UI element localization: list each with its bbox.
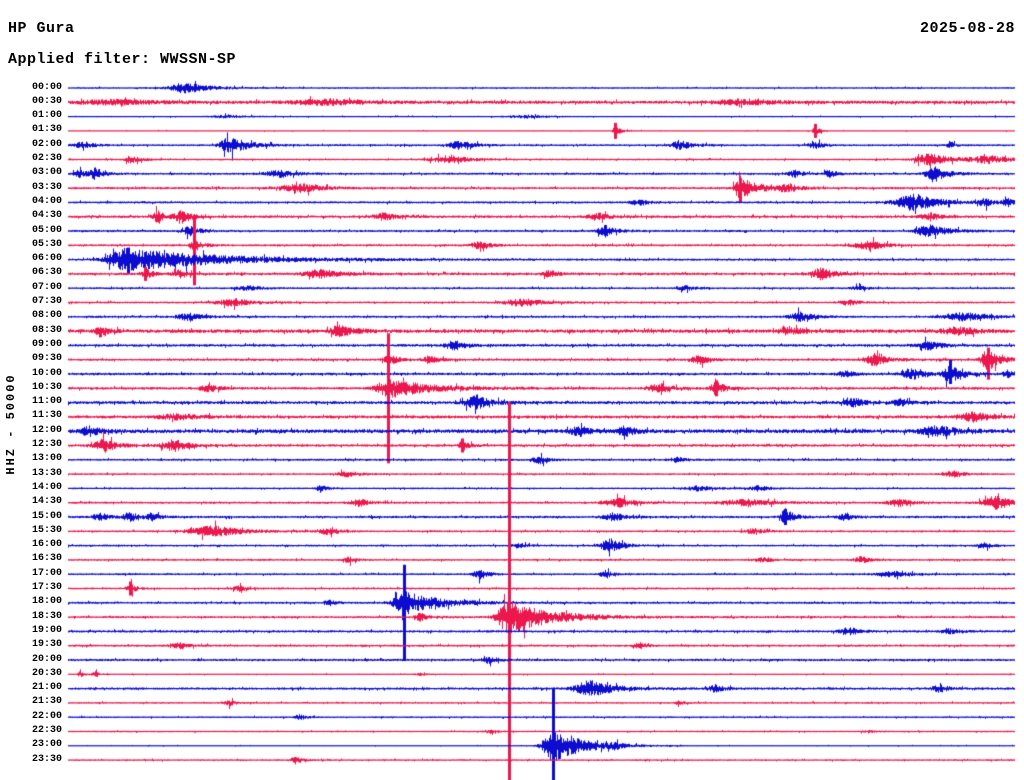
time-label: 17:30 bbox=[31, 582, 62, 593]
time-label: 23:00 bbox=[31, 739, 62, 751]
time-label: 22:30 bbox=[31, 725, 62, 736]
time-label: 08:30 bbox=[31, 324, 62, 336]
time-label: 07:00 bbox=[31, 281, 62, 293]
time-label: 09:00 bbox=[31, 338, 62, 350]
time-label: 16:30 bbox=[31, 553, 62, 565]
time-label: 05:00 bbox=[31, 224, 62, 236]
time-label: 03:00 bbox=[31, 167, 62, 179]
time-label: 02:00 bbox=[31, 138, 62, 150]
time-label: 07:30 bbox=[31, 296, 62, 307]
time-label: 21:30 bbox=[31, 696, 62, 708]
time-label: 13:00 bbox=[31, 453, 62, 465]
time-label: 17:00 bbox=[31, 567, 62, 579]
time-label: 10:00 bbox=[31, 367, 62, 379]
time-label: 02:30 bbox=[31, 153, 62, 164]
station-name: HP Gura bbox=[8, 20, 75, 37]
time-label: 15:00 bbox=[31, 510, 62, 522]
time-label: 01:30 bbox=[31, 124, 62, 136]
time-label: 12:00 bbox=[31, 424, 62, 436]
time-label: 00:30 bbox=[31, 95, 62, 107]
time-label: 11:00 bbox=[31, 396, 62, 408]
time-label: 14:00 bbox=[31, 481, 62, 493]
time-label: 14:30 bbox=[31, 496, 62, 508]
time-label: 01:00 bbox=[31, 110, 62, 122]
time-label: 22:00 bbox=[31, 710, 62, 722]
time-label: 03:30 bbox=[31, 181, 62, 193]
time-label: 04:00 bbox=[31, 195, 62, 207]
filter-label: Applied filter: WWSSN-SP bbox=[8, 51, 237, 68]
time-label: 12:30 bbox=[31, 439, 62, 450]
time-label: 06:30 bbox=[31, 267, 62, 279]
time-label: 21:00 bbox=[31, 682, 62, 694]
time-label: 18:30 bbox=[31, 610, 62, 622]
time-label: 19:00 bbox=[31, 624, 62, 636]
time-label: 04:30 bbox=[31, 210, 62, 222]
time-label: 15:30 bbox=[31, 524, 62, 536]
time-label: 16:00 bbox=[31, 539, 62, 551]
time-label: 13:30 bbox=[31, 467, 62, 479]
date-label: 2025-08-28 bbox=[919, 20, 1015, 37]
time-label: 10:30 bbox=[31, 381, 62, 393]
time-label: 18:00 bbox=[31, 596, 62, 608]
time-label: 20:00 bbox=[31, 653, 62, 665]
time-label: 09:30 bbox=[31, 353, 62, 365]
time-label: 23:30 bbox=[31, 753, 62, 765]
time-label: 20:30 bbox=[31, 667, 62, 679]
time-label: 06:00 bbox=[31, 253, 62, 265]
time-label: 11:30 bbox=[31, 410, 62, 422]
time-label: 00:00 bbox=[31, 81, 62, 93]
time-label: 08:00 bbox=[31, 310, 62, 322]
time-label: 19:30 bbox=[31, 639, 62, 651]
time-label: 05:30 bbox=[31, 238, 62, 250]
